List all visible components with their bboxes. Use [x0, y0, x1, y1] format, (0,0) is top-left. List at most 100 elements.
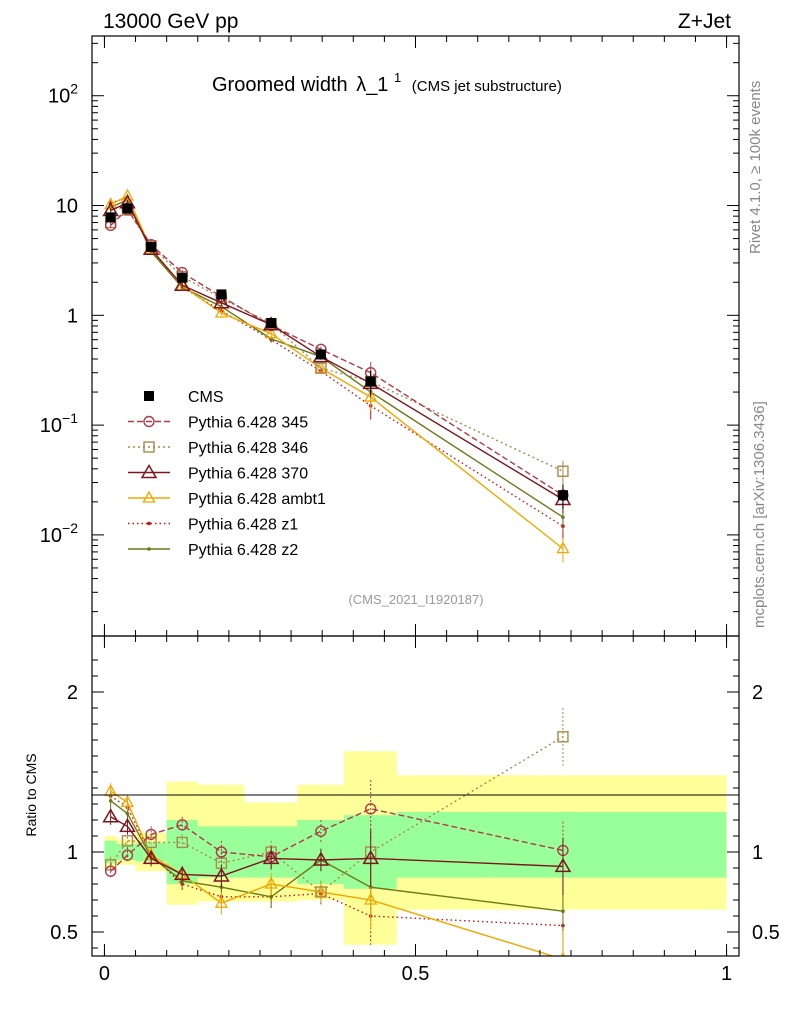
- ratio-point-p346-0: [104, 859, 117, 871]
- main-line-p370: [110, 201, 564, 501]
- ratio-point-z2-1: [125, 811, 130, 816]
- main-point-ambt1-5: [264, 326, 278, 339]
- main-line-z1: [110, 196, 564, 527]
- ratio-point-p370-1: [119, 817, 136, 833]
- band-inner-8: [396, 812, 727, 878]
- legend: CMS Pythia 6.428 345 Pythia 6.428 346 Pythi…: [128, 389, 326, 559]
- main-point-ambt1-4: [214, 305, 228, 318]
- main-point-z2-8: [561, 515, 565, 519]
- plot-title: Groomed width λ_1 1 (CMS jet substructur…: [212, 65, 562, 96]
- ratio-point-p346-1: [121, 835, 134, 847]
- ratio-y-tick-label-right: 0.5: [752, 922, 780, 944]
- ratio-point-p345-7: [365, 803, 377, 815]
- main-point-cms-0: [105, 212, 116, 223]
- main-point-cms-5: [266, 318, 277, 329]
- ratio-y-tick-label: 1: [67, 842, 78, 864]
- ratio-point-z2-0: [108, 799, 113, 803]
- legend-label-p346: Pythia 6.428 346: [188, 440, 308, 457]
- ratio-point-p345-2: [145, 828, 157, 841]
- y-tick-label: 10: [56, 196, 78, 218]
- legend-entry-z2: Pythia 6.428 z2: [128, 542, 298, 559]
- main-point-cms-6: [315, 349, 326, 360]
- ratio-uncertainty-bands: [104, 751, 727, 945]
- main-line-p345: [110, 208, 564, 496]
- ratio-series-p370: [102, 808, 572, 896]
- ratio-point-ambt1-6: [314, 884, 328, 897]
- main-point-cms-3: [177, 272, 188, 283]
- rivet-version-label: Rivet 4.1.0, ≥ 100k events: [747, 81, 764, 254]
- legend-entry-p345: Pythia 6.428 345: [128, 415, 308, 432]
- ratio-point-p345-3: [176, 819, 188, 831]
- ratio-y-tick-label: 2: [67, 682, 78, 704]
- ratio-point-p345-6: [315, 825, 327, 837]
- legend-entry-p346: Pythia 6.428 346: [128, 440, 308, 457]
- ratio-point-ambt1-1: [120, 795, 135, 808]
- ratio-point-p346-6: [315, 886, 327, 898]
- legend-label-p370: Pythia 6.428 370: [188, 466, 308, 483]
- y-tick-label: 102: [48, 81, 78, 108]
- ratio-point-ambt1-7: [364, 892, 378, 905]
- ratio-point-p346-8: [557, 731, 569, 743]
- main-point-p346-8: [557, 465, 569, 477]
- ratio-point-p370-4: [213, 867, 230, 882]
- main-line-z2: [110, 199, 564, 518]
- ratio-line-p346: [110, 736, 564, 893]
- main-point-cms-7: [365, 376, 376, 387]
- main-point-ambt1-7: [364, 389, 378, 402]
- legend-marker-p345: [143, 415, 155, 428]
- axis-ticks: 0 0.5 1 102 10 1 10−1 10−2 2 2 1 1 0.5 0.5: [40, 36, 780, 985]
- main-point-cms-2: [146, 241, 157, 252]
- main-series-p345: [104, 203, 569, 509]
- process-label: Z+Jet: [678, 10, 731, 33]
- ratio-point-ambt1-4: [214, 895, 228, 908]
- main-series-ambt1: [104, 188, 570, 563]
- y-tick-label: 10−2: [40, 520, 78, 547]
- ratio-point-p370-6: [312, 851, 330, 866]
- legend-label-z2: Pythia 6.428 z2: [188, 542, 298, 559]
- legend-marker-p346: [143, 441, 155, 453]
- legend-entry-z1: Pythia 6.428 z1: [128, 517, 298, 534]
- main-series-layer: [102, 188, 572, 563]
- ratio-point-p370-2: [142, 849, 160, 865]
- analysis-id: (CMS_2021_I1920187): [348, 592, 483, 607]
- ratio-point-p370-8: [554, 857, 572, 873]
- ratio-y-tick-label: 0.5: [50, 922, 78, 944]
- ratio-point-p345-1: [121, 849, 134, 861]
- main-point-p370-4: [213, 294, 230, 309]
- ratio-point-z2-8: [561, 909, 565, 913]
- legend-label-z1: Pythia 6.428 z1: [188, 517, 298, 534]
- legend-marker-z1: [147, 521, 151, 526]
- ratio-y-tick-label-right: 2: [752, 682, 763, 704]
- ratio-point-p346-3: [176, 836, 188, 849]
- ratio-point-p370-3: [173, 865, 191, 881]
- band-inner-0: [104, 840, 117, 864]
- x-tick-label: 1: [721, 963, 732, 985]
- y-tick-label: 10−1: [40, 410, 78, 437]
- main-point-ambt1-6: [314, 360, 328, 373]
- ratio-point-p345-4: [215, 846, 228, 858]
- legend-marker-p370: [140, 464, 158, 479]
- x-tick-label: 0: [99, 963, 110, 985]
- legend-marker-z2: [147, 547, 151, 551]
- ratio-y-axis-label: Ratio to CMS: [23, 753, 39, 836]
- legend-label-ambt1: Pythia 6.428 ambt1: [188, 491, 326, 508]
- legend-marker-cms: [144, 391, 154, 401]
- main-point-cms-1: [122, 203, 133, 214]
- mcplots-label: mcplots.cern.ch [arXiv:1306.3436]: [751, 401, 768, 628]
- ratio-line-z1: [110, 795, 563, 927]
- energy-label: 13000 GeV pp: [103, 10, 238, 33]
- ratio-y-tick-label-right: 1: [752, 842, 763, 864]
- main-line-p346: [110, 209, 564, 472]
- main-point-p370-3: [173, 276, 191, 291]
- y-tick-label: 1: [67, 305, 78, 327]
- main-point-cms-4: [216, 289, 227, 300]
- legend-entry-ambt1: Pythia 6.428 ambt1: [128, 490, 326, 508]
- ratio-point-p370-5: [262, 849, 280, 865]
- legend-label-cms: CMS: [188, 389, 224, 406]
- ratio-point-p345-0: [104, 865, 117, 877]
- x-tick-label: 0.5: [402, 963, 430, 985]
- main-series-p370: [102, 194, 572, 514]
- ratio-point-z2-5: [269, 895, 273, 899]
- legend-entry-p370: Pythia 6.428 370: [128, 464, 308, 483]
